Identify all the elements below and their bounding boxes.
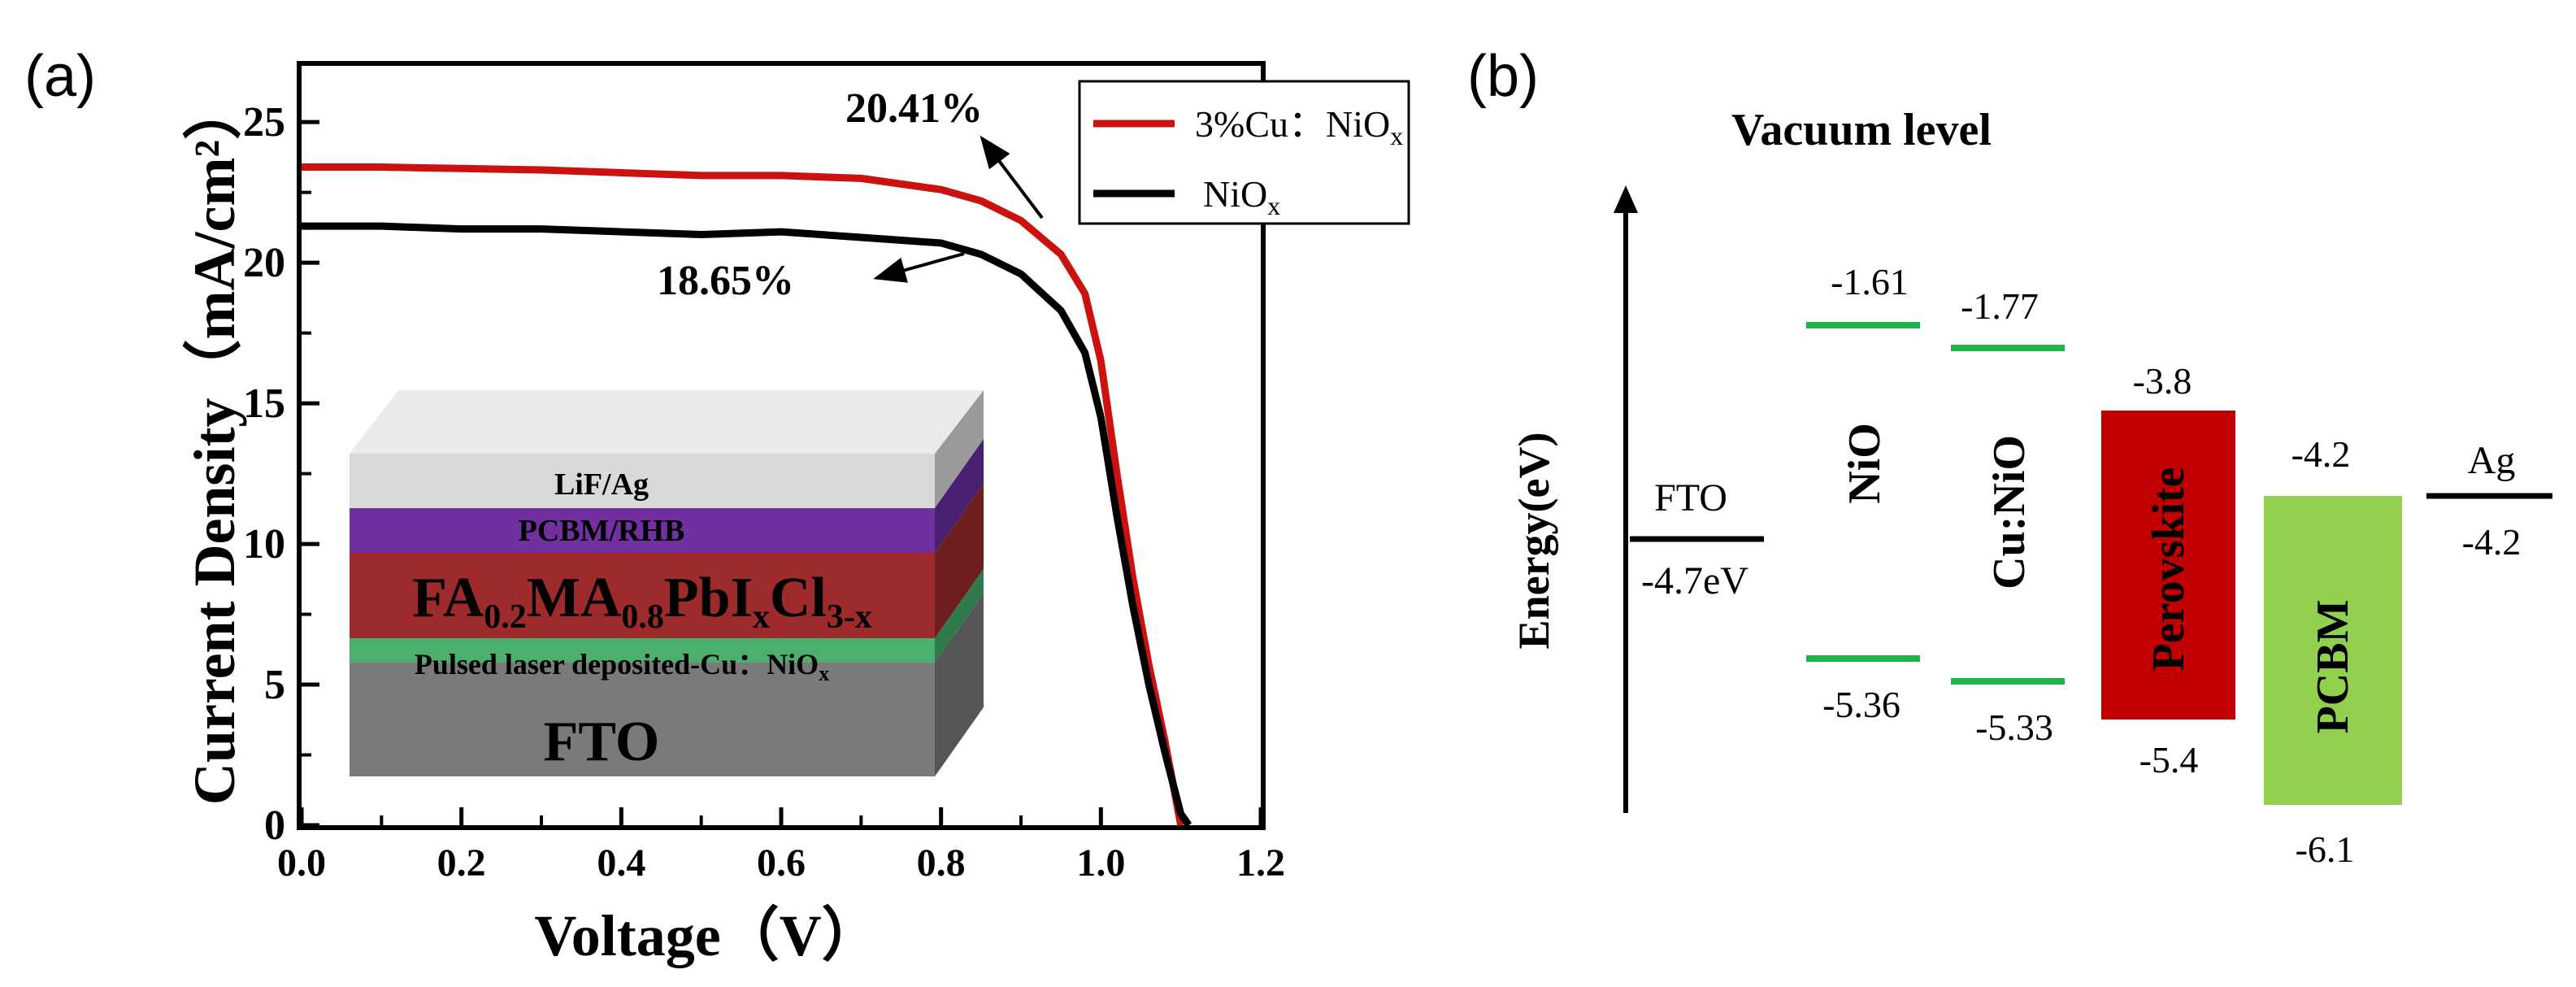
plot-frame: [297, 61, 1266, 830]
legend: 3%Cu：NiOx NiOx: [1078, 80, 1410, 225]
layer-pcbm-rhb: [350, 508, 935, 553]
series-line-cu-niox: [302, 163, 1185, 826]
layer-label-pcbm-rhb: PCBM/RHB: [519, 514, 685, 548]
efficiency-label-nio: 18.65%: [657, 258, 794, 304]
y-tick-label: 15: [243, 380, 285, 427]
y-tick-label: 0: [264, 802, 285, 849]
legend-label-nio: NiOx: [1203, 173, 1280, 220]
layer-label-fto: FTO: [544, 711, 660, 773]
x-tick-label: 1.0: [1076, 841, 1125, 885]
perovskite-block: [2101, 411, 2235, 720]
perovskite-top-value: -3.8: [2133, 360, 2192, 402]
nio-name: NiO: [1840, 423, 1890, 504]
x-tick-label: 0.8: [917, 841, 966, 885]
layer-label-lif-ag: LiF/Ag: [554, 467, 649, 502]
ag-value: -4.2: [2462, 521, 2522, 563]
energy-axis-arrowhead: [1614, 185, 1638, 213]
x-tick-label: 1.2: [1236, 841, 1285, 885]
panel-a-label: (a): [24, 44, 96, 109]
perovskite-name: Perovskite: [2144, 467, 2194, 672]
pcbm-name: PCBM: [2308, 600, 2358, 734]
y-tick-label: 5: [264, 662, 285, 708]
x-tick-label: 0.6: [757, 841, 806, 885]
efficiency-label-cu: 20.41%: [845, 85, 983, 132]
cunio-bottom-value: -5.33: [1975, 707, 2053, 748]
y-axis-ticks: 0 5 10 15 20 25: [243, 99, 319, 849]
vacuum-level-label: Vacuum level: [1731, 105, 1992, 155]
panel-b-label: (b): [1467, 44, 1539, 109]
stack-side-lif: [935, 390, 984, 508]
cunio-top-value: -1.77: [1961, 285, 2039, 327]
nio-top-value: -1.61: [1831, 261, 1909, 302]
efficiency-arrow-nio: [873, 252, 965, 283]
device-stack-inset: LiF/Ag PCBM/RHB FA0.2MA0.8PbIxCl3-x Puls…: [350, 390, 984, 776]
x-tick-label: 0.4: [597, 841, 645, 885]
nio-bottom-value: -5.36: [1822, 684, 1901, 725]
layer-cu-nio: [350, 638, 935, 663]
y-tick-label: 25: [243, 99, 285, 146]
layer-fto: [350, 663, 935, 776]
y-tick-label: 20: [243, 240, 285, 286]
pcbm-block: [2264, 496, 2402, 805]
y-axis-label: Current Density（mA/cm²）: [182, 81, 247, 805]
legend-box: [1078, 80, 1410, 225]
layer-perovskite: [350, 553, 935, 638]
y-tick-label: 10: [243, 521, 285, 567]
stack-side-fto: [935, 594, 984, 776]
x-tick-label: 0.0: [277, 841, 326, 885]
stack-side-cunio: [935, 569, 984, 663]
series-line-niox: [302, 222, 1192, 828]
pcbm-bottom-value: -6.1: [2296, 828, 2355, 870]
layer-label-cu-nio: Pulsed laser deposited-Cu：NiOx: [415, 648, 829, 685]
fto-name: FTO: [1654, 476, 1727, 520]
legend-label-cu: 3%Cu：NiOx: [1195, 103, 1403, 150]
layer-label-perovskite: FA0.2MA0.8PbIxCl3-x: [412, 567, 872, 636]
pcbm-top-value: -4.2: [2291, 433, 2351, 475]
stack-side-pcbm: [935, 439, 984, 553]
x-axis-ticks: 0.0 0.2 0.4 0.6 0.8 1.0 1.2: [277, 807, 1285, 885]
stack-side-perov: [935, 484, 984, 638]
x-tick-label: 0.2: [437, 841, 486, 885]
perovskite-bottom-value: -5.4: [2139, 739, 2199, 780]
efficiency-arrow-cu: [980, 135, 1044, 220]
stack-top-face: [350, 390, 984, 454]
fto-value: -4.7eV: [1641, 559, 1748, 602]
ag-name: Ag: [2468, 439, 2516, 482]
layer-lif-ag: [350, 454, 935, 508]
cunio-name: Cu:NiO: [1984, 435, 2035, 589]
energy-axis-label: Energy(eV): [1510, 433, 1558, 650]
x-axis-label: Voltage（V）: [534, 903, 880, 968]
series-layer: [302, 163, 1192, 828]
